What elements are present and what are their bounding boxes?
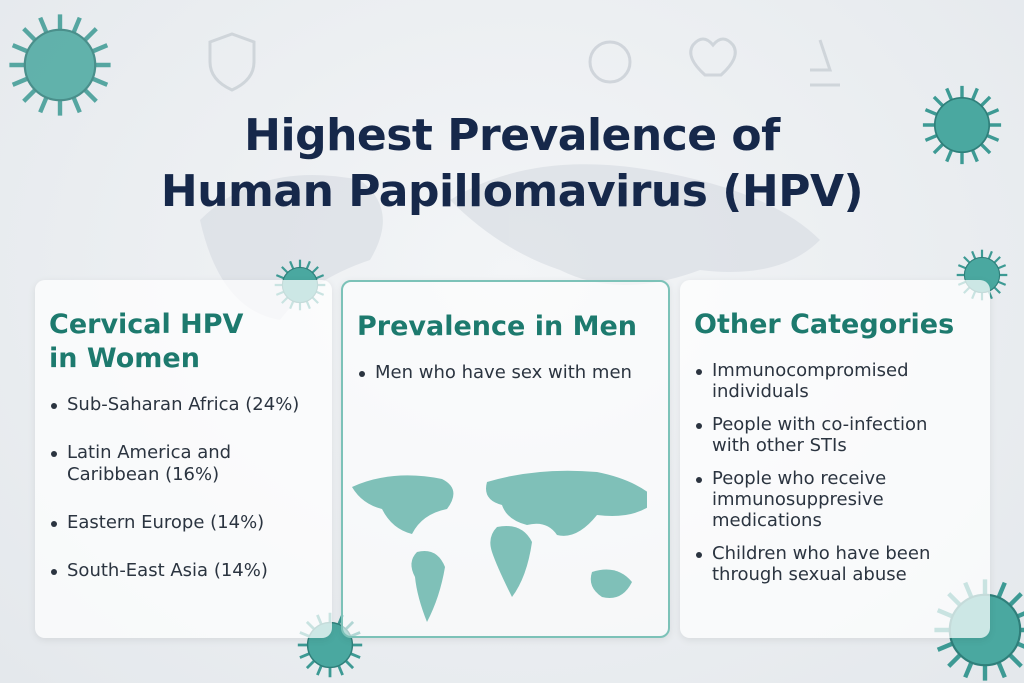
card-list: Men who have sex with men xyxy=(357,362,654,384)
list-item: People who receive immunosuppresive medi… xyxy=(694,468,944,531)
card: Prevalence in Men Men who have sex with … xyxy=(341,280,670,638)
list-item: Men who have sex with men xyxy=(357,362,654,384)
list-item: Latin America and Caribbean (16%) xyxy=(49,442,267,486)
card: Other Categories Immunocompromised indiv… xyxy=(680,280,990,638)
world-map xyxy=(352,470,647,622)
list-item: Sub-Saharan Africa (24%) xyxy=(49,394,318,416)
list-item: Children who have been through sexual ab… xyxy=(694,543,944,585)
card-list: Immunocompromised individuals People with… xyxy=(694,360,944,585)
title: Highest Prevalence of Human Papillomavir… xyxy=(0,108,1024,220)
card: Cervical HPV in Women Sub-Saharan Africa… xyxy=(35,280,332,638)
title-line: Human Papillomavirus (HPV) xyxy=(160,166,864,217)
list-item: Immunocompromised individuals xyxy=(694,360,944,402)
title-line: Highest Prevalence of xyxy=(244,110,780,161)
list-item: Eastern Europe (14%) xyxy=(49,512,318,534)
card-heading: Prevalence in Men xyxy=(357,311,638,342)
list-item: South-East Asia (14%) xyxy=(49,560,318,582)
list-item: People with co-infection with other STIs xyxy=(694,414,944,456)
card-heading: Cervical HPV in Women xyxy=(49,309,244,374)
card-heading: Other Categories xyxy=(694,309,955,340)
card-list: Sub-Saharan Africa (24%) Latin America an… xyxy=(49,394,318,582)
